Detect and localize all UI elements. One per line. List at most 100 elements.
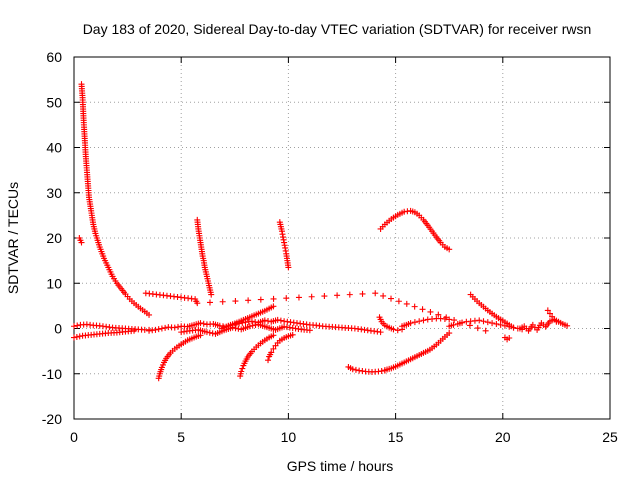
data-point: [403, 300, 410, 307]
data-point: [146, 311, 153, 318]
y-tick-label: -20: [42, 411, 62, 427]
data-point: [446, 316, 453, 323]
data-point: [466, 322, 473, 329]
data-point: [501, 322, 508, 329]
data-point: [482, 327, 489, 334]
data-point: [274, 316, 281, 323]
y-tick-label: 10: [46, 275, 62, 291]
data-point: [446, 246, 453, 253]
data-point: [270, 303, 277, 310]
data-point: [484, 319, 491, 326]
data-point: [474, 325, 481, 332]
chart-title: Day 183 of 2020, Sidereal Day-to-day VTE…: [83, 21, 592, 37]
data-point: [564, 322, 571, 329]
data-point: [174, 323, 181, 330]
data-point: [245, 297, 252, 304]
data-point: [359, 290, 366, 297]
data-point: [546, 310, 553, 317]
data-point: [544, 307, 551, 314]
data-point: [407, 320, 414, 327]
data-point: [208, 291, 215, 298]
data-point: [235, 325, 242, 332]
data-point: [283, 295, 290, 302]
data-point: [420, 317, 427, 324]
series-group: [516, 316, 571, 334]
data-point: [289, 331, 296, 338]
data-point: [73, 333, 80, 340]
y-tick-label: 20: [46, 230, 62, 246]
data-point: [285, 264, 292, 271]
data-point: [349, 366, 356, 373]
data-point: [459, 319, 466, 326]
data-point: [446, 330, 453, 337]
data-point: [238, 368, 245, 375]
data-point: [71, 323, 77, 330]
data-point: [265, 318, 272, 325]
y-tick-label: 0: [54, 321, 62, 337]
data-point: [74, 322, 81, 329]
data-point: [131, 327, 138, 334]
series-group: [276, 219, 292, 271]
data-point: [377, 329, 384, 336]
data-point: [219, 298, 226, 305]
data-point: [197, 320, 204, 327]
x-tick-label: 5: [177, 429, 185, 445]
series-group: [71, 327, 138, 341]
y-tick-label: 50: [46, 94, 62, 110]
data-point: [209, 330, 216, 337]
x-tick-label: 25: [602, 429, 618, 445]
data-point: [206, 329, 213, 336]
data-point: [489, 320, 496, 327]
series-group: [399, 315, 453, 330]
x-tick-label: 10: [281, 429, 297, 445]
data-point: [390, 326, 397, 333]
data-point: [232, 325, 239, 332]
data-point: [206, 299, 213, 306]
series-group: [501, 334, 513, 343]
data-point: [435, 311, 442, 318]
data-point: [249, 322, 256, 329]
series-group: [376, 314, 406, 334]
x-tick-label: 15: [388, 429, 404, 445]
x-tick-label: 0: [70, 429, 78, 445]
data-point: [380, 292, 387, 299]
data-point: [257, 296, 264, 303]
data-point: [506, 323, 513, 330]
series-group: [381, 330, 453, 374]
data-point: [232, 298, 239, 305]
data-point: [236, 320, 243, 327]
x-axis-label: GPS time / hours: [287, 458, 394, 474]
data-point: [346, 291, 353, 298]
data-point: [71, 334, 77, 341]
data-point: [372, 290, 379, 297]
data-point: [510, 324, 517, 331]
data-point: [395, 298, 402, 305]
data-point: [239, 319, 246, 326]
x-tick-label: 20: [495, 429, 511, 445]
data-point: [497, 321, 504, 328]
data-point: [200, 320, 207, 327]
series-group: [377, 207, 453, 253]
data-point: [506, 335, 513, 342]
grid: [74, 57, 610, 419]
series-group: [237, 332, 277, 380]
data-point: [270, 345, 277, 352]
series-group: [78, 81, 153, 318]
y-tick-label: -10: [42, 366, 62, 382]
data-point: [411, 319, 418, 326]
data-point: [261, 317, 268, 324]
data-point: [162, 324, 169, 331]
data-point: [493, 320, 500, 327]
data-point: [268, 349, 275, 356]
series-group: [265, 331, 296, 364]
data-point: [158, 325, 165, 332]
data-point: [265, 357, 272, 364]
y-tick-label: 40: [46, 140, 62, 156]
data-point: [352, 366, 359, 373]
data-point: [321, 293, 328, 300]
data-point: [419, 306, 426, 313]
data-point: [394, 327, 401, 334]
series-group: [194, 216, 215, 298]
data-point: [270, 332, 277, 339]
y-tick-labels: -20 -10 0 10 20 30 40 50 60: [42, 49, 62, 427]
